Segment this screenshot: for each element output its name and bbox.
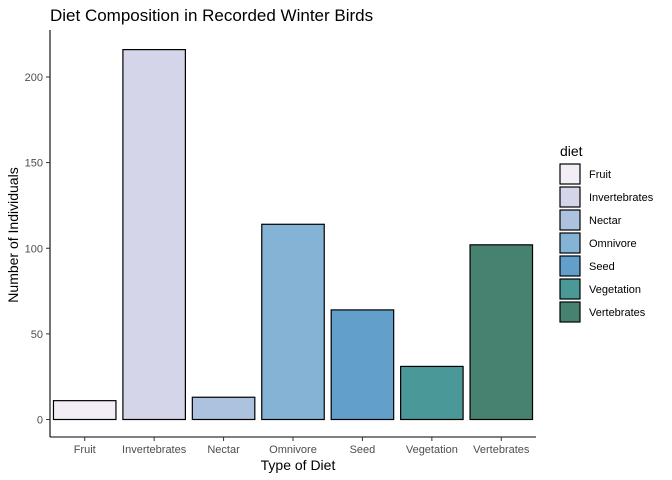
chart-title: Diet Composition in Recorded Winter Bird… (50, 6, 373, 25)
legend-title: diet (560, 143, 583, 159)
legend-swatch-fruit (559, 163, 581, 185)
legend-label-nectar: Nectar (589, 215, 622, 227)
x-tick-label: Nectar (207, 444, 240, 456)
y-tick-label: 100 (25, 243, 43, 255)
x-tick-label: Invertebrates (122, 444, 187, 456)
bar-invertebrates (122, 48, 186, 421)
legend-label-vegetation: Vegetation (589, 284, 641, 296)
bar-fruit (52, 400, 117, 421)
legend-swatch-vegetation (559, 278, 581, 300)
legend-swatch-seed (559, 255, 581, 277)
x-tick-label: Fruit (74, 444, 96, 456)
bar-seed (330, 309, 395, 421)
y-tick-label: 0 (37, 415, 43, 427)
legend-label-seed: Seed (589, 261, 615, 273)
y-tick-label: 200 (25, 72, 43, 84)
bar-vertebrates (469, 244, 534, 421)
bars-group (52, 48, 534, 421)
legend-swatch-omnivore (559, 232, 581, 254)
legend-label-omnivore: Omnivore (589, 238, 637, 250)
legend-swatch-nectar (559, 209, 581, 231)
legend-swatch-vertebrates (559, 301, 581, 323)
legend-label-fruit: Fruit (589, 169, 611, 181)
x-axis-title: Type of Diet (261, 457, 336, 473)
legend-label-invertebrates: Invertebrates (589, 192, 654, 204)
legend: Fruit Invertebrates Nectar Omnivore Seed Vege… (559, 163, 654, 323)
x-tick-label: Vertebrates (473, 444, 530, 456)
y-axis-title: Number of Individuals (5, 167, 21, 302)
bar-vegetation (400, 365, 464, 421)
x-tick-label: Vegetation (406, 444, 458, 456)
y-axis-ticks: 0 50 100 150 200 (25, 72, 50, 427)
y-tick-label: 50 (31, 329, 43, 341)
x-tick-label: Omnivore (269, 444, 317, 456)
y-tick-label: 150 (25, 158, 43, 170)
x-tick-label: Seed (350, 444, 376, 456)
legend-swatch-invertebrates (559, 186, 581, 208)
bar-nectar (191, 396, 256, 421)
x-axis-ticks: Fruit Invertebrates Nectar Omnivore Seed Vege… (74, 437, 530, 456)
legend-label-vertebrates: Vertebrates (589, 307, 646, 319)
bar-omnivore (261, 223, 325, 421)
